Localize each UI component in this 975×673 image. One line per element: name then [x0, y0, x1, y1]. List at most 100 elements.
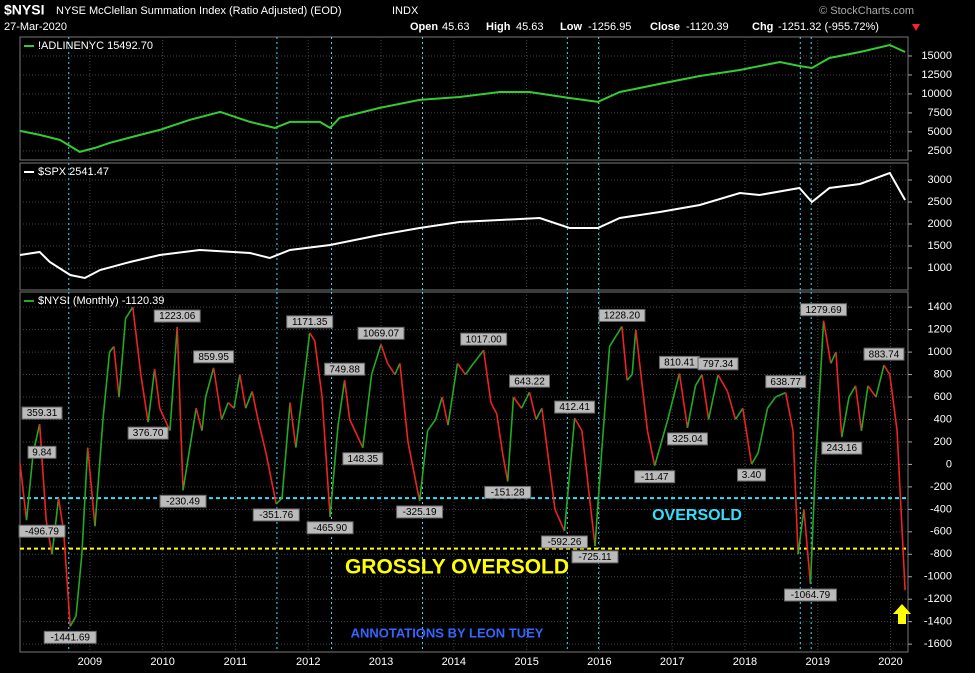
- series-segment: [830, 351, 837, 364]
- series-segment: [176, 327, 184, 491]
- value-label: -465.90: [313, 523, 347, 534]
- y-tick-label: 800: [934, 368, 952, 380]
- value-label-box: [306, 521, 354, 535]
- series-segment: [386, 362, 396, 375]
- series-segment: [490, 402, 498, 415]
- series-segment: [594, 453, 603, 546]
- series-segment: [726, 391, 737, 420]
- value-label: 9.84: [32, 447, 52, 458]
- y-tick-label: 5000: [928, 126, 952, 138]
- series-segment: [686, 385, 697, 429]
- series-segment: [621, 326, 628, 381]
- close-label: Close: [650, 21, 680, 33]
- value-label-box: [737, 468, 767, 482]
- series-segment: [418, 430, 429, 502]
- y-tick-label: 7500: [928, 107, 952, 119]
- value-label-box: [27, 445, 57, 459]
- series-segment: [741, 408, 753, 465]
- chg-value: -1251.32 (-955.72%): [778, 21, 879, 33]
- series-segment: [803, 509, 812, 585]
- x-tick-label: 2011: [224, 656, 248, 668]
- series-segment: [244, 391, 253, 409]
- value-label-box: [21, 406, 63, 420]
- series-segment: [792, 430, 799, 555]
- series-segment: [678, 373, 689, 429]
- down-triangle: [912, 24, 920, 31]
- series-segment: [626, 374, 633, 381]
- series-segment: [227, 402, 235, 409]
- series-segment: [289, 402, 297, 448]
- series-segment: [343, 380, 351, 420]
- panel-frame: [19, 36, 909, 161]
- x-tick-label: 2015: [514, 656, 538, 668]
- x-tick-label: 2017: [660, 656, 684, 668]
- value-label: 1069.07: [363, 328, 400, 339]
- series-segment: [25, 453, 34, 521]
- y-tick-label: -200: [930, 481, 952, 493]
- series-segment: [195, 408, 203, 431]
- value-label: 325.04: [672, 434, 703, 445]
- series-segment: [875, 364, 885, 398]
- series-segment: [750, 452, 759, 465]
- series-segment: [132, 307, 142, 375]
- series-segment: [295, 332, 311, 448]
- value-label: 359.31: [27, 408, 58, 419]
- value-label: -496.79: [25, 526, 59, 537]
- series-segment: [124, 306, 134, 319]
- chg-label: Chg: [752, 21, 773, 33]
- series-segment: [212, 367, 223, 420]
- series-segment: [118, 318, 127, 398]
- value-label-box: [193, 350, 235, 364]
- value-label-box: [252, 508, 300, 522]
- index-name: NYSE McClellan Summation Index (Ratio Ad…: [56, 5, 342, 17]
- series-segment: [153, 368, 161, 409]
- value-label-box: [821, 441, 863, 455]
- series-segment: [464, 362, 475, 376]
- x-tick-label: 2010: [150, 656, 174, 668]
- series-segment: [653, 419, 669, 466]
- series-label: $NYSI (Monthly) -1120.39: [38, 295, 164, 307]
- y-tick-label: -1000: [924, 571, 952, 583]
- annotation: GROSSLY OVERSOLD: [345, 556, 569, 579]
- series-segment: [860, 385, 869, 431]
- value-label-box: [286, 315, 334, 329]
- value-label: 376.70: [133, 428, 164, 439]
- series-segment: [447, 363, 459, 426]
- series-segment: [102, 352, 111, 420]
- series-segment: [848, 385, 857, 398]
- series-segment: [646, 430, 656, 466]
- series-segment: [472, 349, 485, 364]
- series-segment: [581, 430, 596, 546]
- value-label: 1228.20: [604, 311, 641, 322]
- y-tick-label: 1000: [928, 346, 952, 358]
- date: 27-Mar-2020: [4, 21, 67, 33]
- value-label: -351.76: [259, 510, 293, 521]
- series-segment: [182, 408, 197, 491]
- open-value: 45.63: [442, 21, 470, 33]
- series-segment: [281, 402, 291, 499]
- series-segment: [707, 374, 719, 420]
- series-segment: [69, 615, 77, 627]
- value-label: 797.34: [703, 359, 734, 370]
- series-segment: [482, 350, 492, 403]
- series-segment: [220, 402, 229, 420]
- value-label-box: [554, 400, 596, 414]
- annotation: OVERSOLD: [652, 507, 742, 524]
- value-label-box: [666, 432, 708, 446]
- high-value: 45.63: [516, 21, 544, 33]
- series-segment: [835, 352, 843, 438]
- value-label-box: [43, 630, 97, 644]
- series-segment: [554, 509, 566, 532]
- y-tick-label: -1200: [924, 593, 952, 605]
- x-tick-label: 2009: [78, 656, 102, 668]
- value-label: -592.26: [547, 537, 581, 548]
- series-segment: [201, 396, 207, 431]
- value-label: 3.40: [742, 470, 762, 481]
- series-segment: [169, 326, 179, 431]
- series-segment: [757, 408, 769, 454]
- value-label: 883.74: [869, 349, 900, 360]
- value-label: 148.35: [348, 454, 379, 465]
- high-label: High: [486, 21, 511, 33]
- value-label-box: [634, 470, 676, 484]
